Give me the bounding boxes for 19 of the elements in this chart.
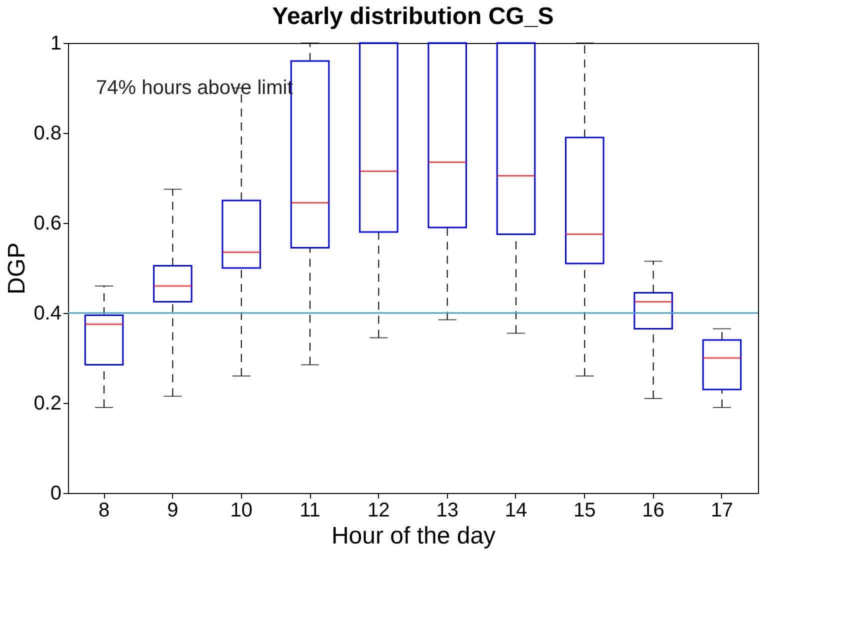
x-axis-title: Hour of the day [331, 522, 496, 550]
y-tick-label: 0.6 [34, 212, 62, 234]
x-tick-label: 9 [167, 500, 178, 522]
x-tick-label: 12 [368, 500, 390, 522]
y-axis-title: DGP [4, 242, 31, 295]
x-tick-label: 17 [710, 500, 734, 522]
x-tick-label: 14 [504, 500, 528, 522]
y-tick-label: 0.4 [34, 302, 62, 324]
y-tick-label: 0 [50, 482, 62, 504]
x-tick-label: 11 [300, 500, 320, 522]
x-tick-label: 13 [436, 500, 458, 522]
y-tick-label: 1 [50, 32, 62, 54]
x-tick-label: 15 [574, 500, 596, 522]
y-tick-label: 0.8 [34, 122, 62, 144]
x-tick-label: 16 [642, 500, 664, 522]
x-tick-label: 8 [98, 500, 110, 522]
y-tick-label: 0.2 [34, 392, 62, 414]
x-tick-label: 10 [230, 500, 252, 522]
chart-title: Yearly distribution CG_S [272, 3, 554, 30]
